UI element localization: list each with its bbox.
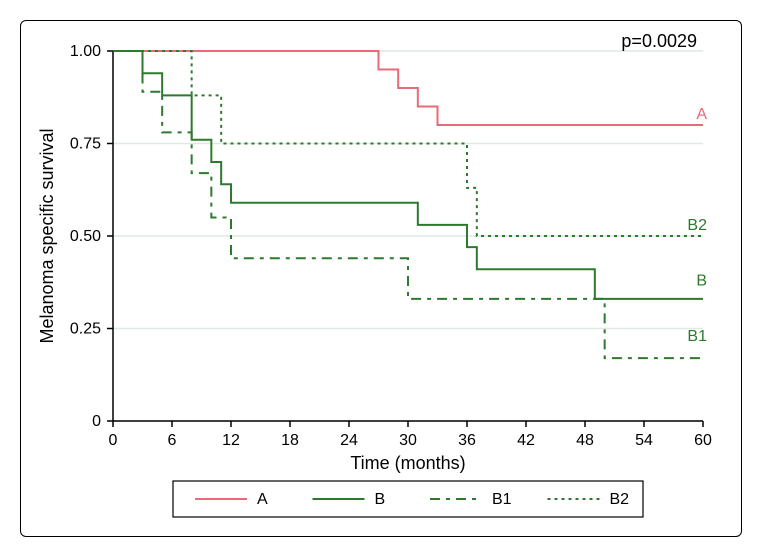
y-tick-label: 0.75 (70, 136, 101, 153)
survival-chart-svg: 0 6 12 18 24 30 36 42 48 54 60 0 0.25 0.50 0.75 1.00 Tim… (21, 21, 741, 536)
end-label-A: A (696, 106, 707, 123)
y-tick-label: 0 (92, 413, 101, 430)
legend-label-B1: B1 (492, 491, 512, 508)
x-tick-label: 18 (281, 432, 299, 449)
y-axis-label: Melanoma specific survival (37, 128, 57, 343)
legend-label-A: A (257, 491, 268, 508)
y-tick-label: 1.00 (70, 43, 101, 60)
x-tick-label: 6 (168, 432, 177, 449)
x-tick-label: 54 (635, 432, 653, 449)
x-tick-label: 42 (517, 432, 535, 449)
y-tick-label: 0.50 (70, 228, 101, 245)
legend-label-B: B (375, 491, 386, 508)
p-value: p=0.0029 (621, 31, 697, 51)
series-B1 (113, 51, 703, 358)
x-tick-label: 48 (576, 432, 594, 449)
x-tick-label: 24 (340, 432, 358, 449)
x-tick-label: 36 (458, 432, 476, 449)
x-tick-label: 12 (222, 432, 240, 449)
x-tick-label: 60 (694, 432, 712, 449)
x-tick-label: 30 (399, 432, 417, 449)
chart-container: 0 6 12 18 24 30 36 42 48 54 60 0 0.25 0.50 0.75 1.00 Tim… (20, 20, 742, 537)
y-tick-label: 0.25 (70, 321, 101, 338)
x-tick-label: 0 (109, 432, 118, 449)
series-A (113, 51, 703, 125)
end-label-B: B (696, 273, 707, 290)
end-label-B2: B2 (687, 217, 707, 234)
legend-label-B2: B2 (610, 491, 630, 508)
x-axis-label: Time (months) (350, 453, 465, 473)
end-label-B1: B1 (687, 328, 707, 345)
